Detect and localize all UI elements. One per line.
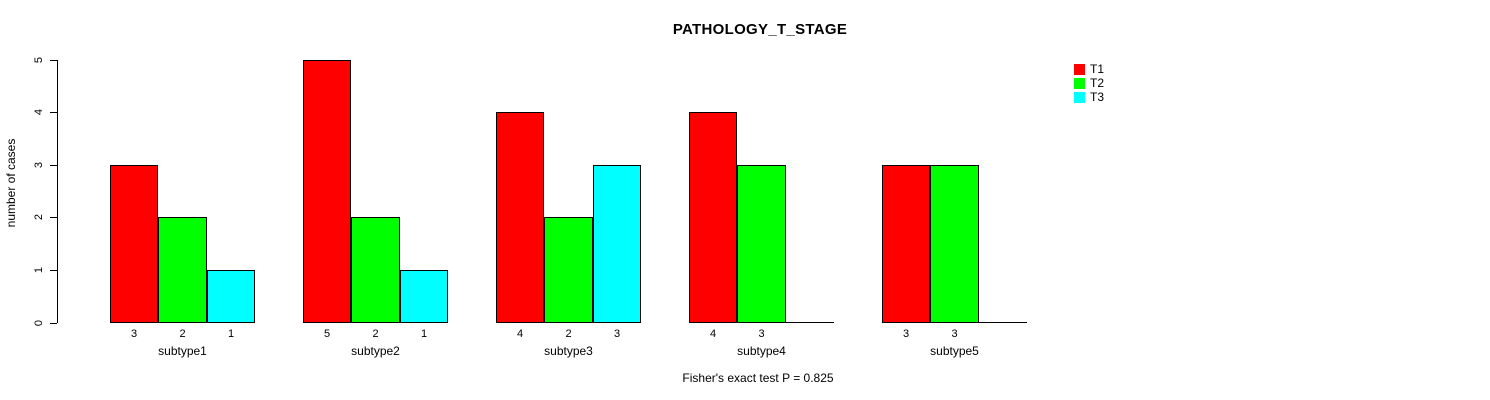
y-tick-label: 3	[33, 161, 45, 169]
legend-label-t1: T1	[1090, 62, 1105, 76]
legend-label-t3: T3	[1090, 90, 1105, 104]
x-category-label: subtype4	[737, 344, 786, 358]
y-axis-line	[57, 60, 58, 323]
bar-t1-subtype3	[496, 112, 544, 323]
bar-t3-subtype3	[593, 165, 641, 323]
bar-value-label: 3	[130, 328, 138, 340]
legend-item-t1: T1	[1074, 62, 1105, 76]
zero-bar-line	[786, 322, 834, 323]
bar-t1-subtype5	[882, 165, 930, 323]
bar-t1-subtype4	[689, 112, 737, 323]
bar-value-label: 3	[613, 328, 621, 340]
legend-label-t2: T2	[1090, 76, 1105, 90]
x-category-label: subtype3	[544, 344, 593, 358]
bar-value-label: 2	[565, 328, 572, 340]
bar-t2-subtype1	[158, 217, 207, 323]
y-tick-label: 2	[33, 213, 45, 221]
bar-value-label: 3	[951, 328, 958, 340]
legend-swatch-t1	[1074, 64, 1085, 75]
bar-t2-subtype2	[351, 217, 400, 323]
bar-t2-subtype3	[544, 217, 593, 323]
y-axis-tick	[50, 323, 57, 324]
x-category-label: subtype1	[158, 344, 207, 358]
bar-value-label: 4	[709, 328, 717, 340]
x-category-label: subtype2	[351, 344, 400, 358]
y-axis-tick	[50, 165, 57, 166]
bar-value-label: 4	[516, 328, 524, 340]
legend-swatch-t2	[1074, 78, 1085, 89]
y-tick-label: 5	[33, 56, 45, 64]
y-tick-label: 1	[33, 266, 45, 274]
bar-t3-subtype2	[400, 270, 448, 323]
bar-value-label: 1	[227, 328, 235, 340]
y-axis-tick	[50, 60, 57, 61]
bar-t3-subtype1	[207, 270, 255, 323]
y-tick-label: 4	[33, 108, 45, 116]
zero-bar-line	[979, 322, 1027, 323]
bar-value-label: 2	[179, 328, 186, 340]
y-axis-tick	[50, 217, 57, 218]
bar-value-label: 3	[902, 328, 910, 340]
bar-t2-subtype5	[930, 165, 979, 323]
legend-swatch-t3	[1074, 92, 1085, 103]
y-tick-label: 0	[33, 319, 45, 327]
chart-title: PATHOLOGY_T_STAGE	[672, 21, 848, 38]
bar-value-label: 5	[323, 328, 331, 340]
y-axis-tick	[50, 270, 57, 271]
legend-item-t2: T2	[1074, 76, 1105, 90]
bar-t1-subtype1	[110, 165, 158, 323]
bar-value-label: 2	[372, 328, 379, 340]
bar-t2-subtype4	[737, 165, 786, 323]
stat-annotation: Fisher's exact test P = 0.825	[682, 371, 834, 385]
bar-t1-subtype2	[303, 60, 351, 323]
bar-value-label: 1	[420, 328, 428, 340]
y-axis-tick	[50, 112, 57, 113]
bar-value-label: 3	[758, 328, 765, 340]
legend-item-t3: T3	[1074, 90, 1105, 104]
legend: T1 T2 T3	[1074, 62, 1105, 106]
x-category-label: subtype5	[930, 344, 979, 358]
